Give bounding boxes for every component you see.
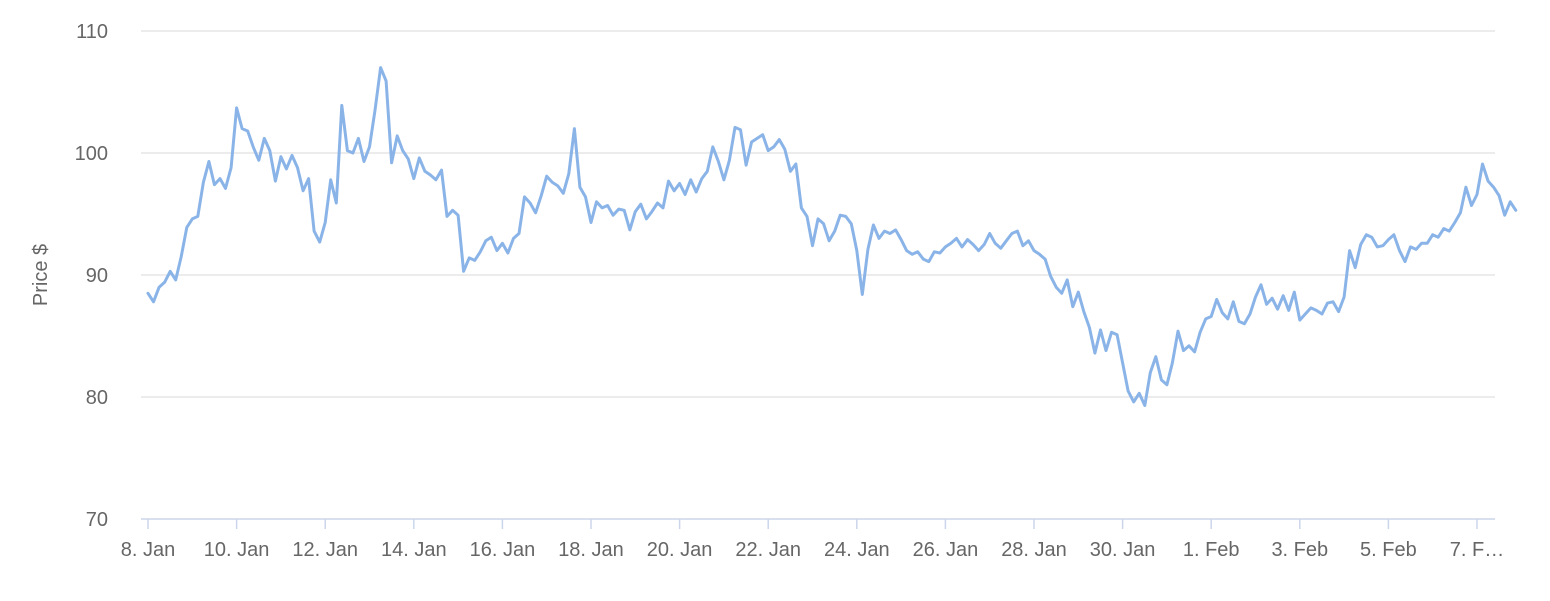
x-tick-label: 1. Feb xyxy=(1183,539,1240,561)
y-tick-label: 90 xyxy=(86,265,108,287)
x-tick-label: 7. F… xyxy=(1450,539,1504,561)
price-series-line xyxy=(146,66,1518,407)
x-tick-label: 12. Jan xyxy=(292,539,358,561)
x-tick-label: 18. Jan xyxy=(558,539,624,561)
y-axis-title: Price $ xyxy=(30,244,52,306)
x-tick-label: 30. Jan xyxy=(1090,539,1156,561)
x-tick-label: 22. Jan xyxy=(735,539,801,561)
x-tick-label: 24. Jan xyxy=(824,539,890,561)
y-tick-label: 100 xyxy=(75,143,108,165)
y-tick-label: 80 xyxy=(86,387,108,409)
x-tick-label: 16. Jan xyxy=(470,539,536,561)
x-tick-label: 26. Jan xyxy=(913,539,979,561)
y-tick-label: 110 xyxy=(76,21,108,43)
x-tick-label: 20. Jan xyxy=(647,539,713,561)
x-tick-label: 8. Jan xyxy=(121,539,175,561)
x-tick-label: 3. Feb xyxy=(1271,539,1328,561)
x-axis xyxy=(141,518,1495,529)
y-tick-label: 70 xyxy=(86,509,108,531)
x-tick-label: 14. Jan xyxy=(381,539,447,561)
x-tick-label: 10. Jan xyxy=(204,539,270,561)
grid-lines xyxy=(141,30,1495,398)
y-axis: 70 80 90 100 110 xyxy=(75,21,108,531)
x-axis-labels: 8. Jan 10. Jan 12. Jan 14. Jan 16. Jan 18. Ja… xyxy=(121,539,1504,561)
series-layer xyxy=(146,66,1518,407)
x-tick-label: 5. Feb xyxy=(1360,539,1417,561)
x-tick-label: 28. Jan xyxy=(1001,539,1067,561)
